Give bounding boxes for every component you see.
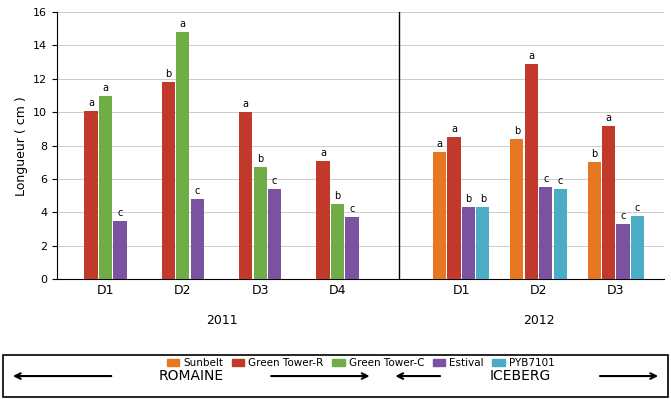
Bar bbox=[85, 111, 98, 279]
Text: c: c bbox=[543, 174, 548, 184]
Bar bbox=[462, 207, 475, 279]
Bar bbox=[602, 126, 615, 279]
Bar bbox=[331, 204, 344, 279]
Bar bbox=[176, 32, 189, 279]
Bar bbox=[448, 137, 460, 279]
Text: b: b bbox=[334, 191, 341, 201]
Text: b: b bbox=[165, 69, 172, 79]
Y-axis label: Longueur ( cm ): Longueur ( cm ) bbox=[15, 96, 28, 196]
Text: a: a bbox=[103, 83, 109, 93]
Bar bbox=[588, 162, 601, 279]
Bar bbox=[433, 152, 446, 279]
Text: a: a bbox=[451, 124, 457, 134]
Bar bbox=[268, 189, 281, 279]
Text: 2011: 2011 bbox=[206, 314, 238, 327]
Bar bbox=[539, 188, 552, 279]
Text: c: c bbox=[349, 204, 354, 215]
Text: a: a bbox=[320, 148, 326, 158]
Text: b: b bbox=[465, 194, 472, 204]
Bar bbox=[113, 221, 127, 279]
Text: c: c bbox=[117, 208, 123, 218]
Legend: Sunbelt, Green Tower-R, Green Tower-C, Estival, PYB7101: Sunbelt, Green Tower-R, Green Tower-C, E… bbox=[162, 354, 559, 372]
Bar bbox=[510, 139, 523, 279]
Bar bbox=[191, 199, 204, 279]
Bar bbox=[162, 82, 175, 279]
Bar bbox=[476, 207, 489, 279]
Text: a: a bbox=[88, 97, 94, 108]
Bar bbox=[239, 112, 252, 279]
Bar bbox=[631, 216, 644, 279]
Bar bbox=[346, 217, 358, 279]
Text: a: a bbox=[437, 139, 443, 149]
Text: c: c bbox=[272, 176, 277, 186]
Text: ICEBERG: ICEBERG bbox=[489, 369, 551, 383]
Text: a: a bbox=[243, 99, 249, 109]
Text: a: a bbox=[606, 113, 611, 122]
Text: 2012: 2012 bbox=[523, 314, 554, 327]
Text: c: c bbox=[621, 211, 626, 221]
Bar bbox=[254, 167, 267, 279]
Bar bbox=[99, 95, 112, 279]
Text: b: b bbox=[591, 149, 597, 159]
Text: a: a bbox=[180, 19, 186, 29]
Bar bbox=[525, 64, 538, 279]
Text: b: b bbox=[257, 154, 263, 164]
Text: a: a bbox=[528, 51, 534, 61]
Text: c: c bbox=[195, 186, 200, 196]
Text: b: b bbox=[514, 126, 520, 136]
Bar bbox=[554, 189, 567, 279]
Text: b: b bbox=[480, 194, 486, 204]
Text: ROMAINE: ROMAINE bbox=[158, 369, 224, 383]
Bar bbox=[317, 161, 329, 279]
Bar bbox=[617, 224, 629, 279]
Text: c: c bbox=[558, 176, 563, 186]
Text: c: c bbox=[635, 203, 640, 213]
